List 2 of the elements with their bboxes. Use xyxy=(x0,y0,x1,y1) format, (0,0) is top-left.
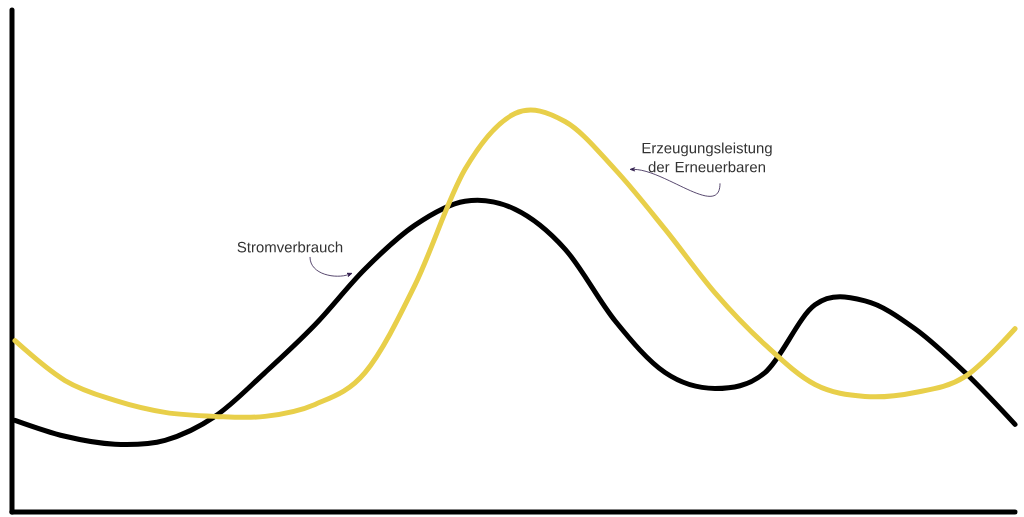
series-label: Erzeugungsleistung der Erneuerbaren xyxy=(642,142,772,173)
series-label: Stromverbrauch xyxy=(237,241,343,253)
